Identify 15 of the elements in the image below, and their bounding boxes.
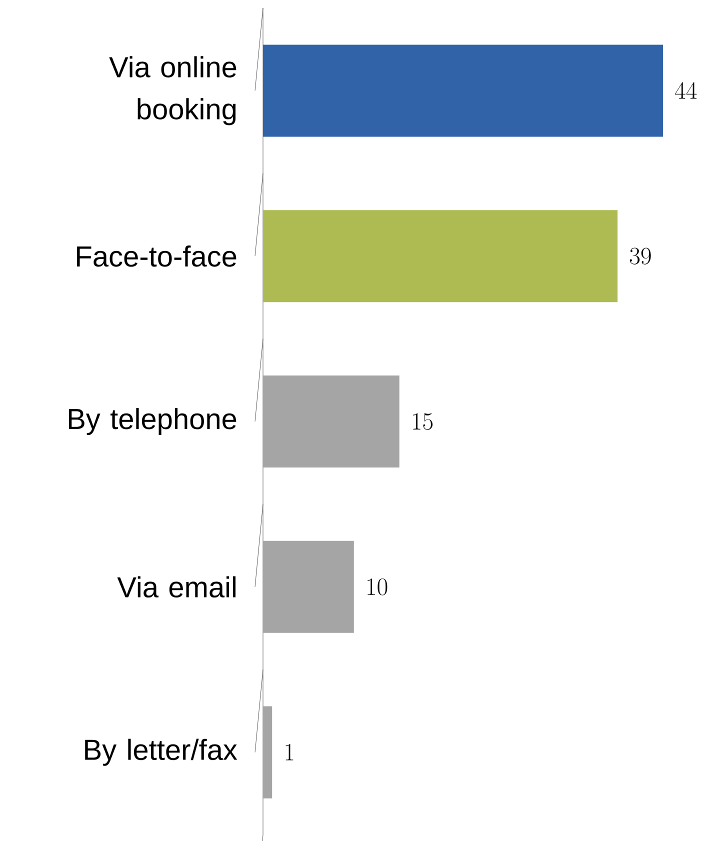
bar <box>263 540 354 633</box>
bar <box>263 210 618 302</box>
data-label: 39 <box>630 248 651 264</box>
y-tick-label: By telephone <box>68 408 236 436</box>
bar <box>263 44 663 137</box>
y-tick-label: Via email <box>117 576 236 598</box>
y-tick-label: By letter/fax <box>85 738 238 766</box>
y-tick-label: Via online booking <box>109 56 236 126</box>
bar <box>263 706 272 798</box>
data-label: 1 <box>286 744 294 760</box>
y-tick-label: Face-to-face <box>77 245 236 267</box>
data-label: 15 <box>413 413 433 430</box>
data-label: 44 <box>675 82 697 99</box>
data-label: 10 <box>368 578 388 596</box>
bar <box>263 376 400 468</box>
